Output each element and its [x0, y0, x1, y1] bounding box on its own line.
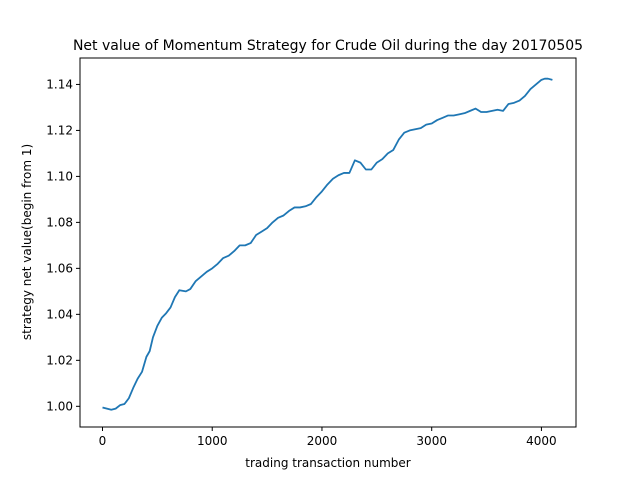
x-axis-label: trading transaction number [245, 456, 410, 470]
x-tick-label: 2000 [307, 434, 338, 448]
y-axis-label: strategy net value(begin from 1) [20, 144, 34, 340]
y-tick-label: 1.14 [46, 77, 73, 91]
series-line [102, 77, 553, 411]
y-tick-label: 1.12 [46, 123, 73, 137]
plot-frame [79, 57, 577, 428]
x-tick-label: 3000 [416, 434, 447, 448]
y-tick-label: 1.02 [46, 353, 73, 367]
x-tick-label: 4000 [526, 434, 557, 448]
chart-title: Net value of Momentum Strategy for Crude… [73, 38, 583, 54]
x-tick-label: 0 [99, 434, 107, 448]
x-axis: 0 1000 2000 3000 4000 [99, 427, 557, 448]
y-tick-label: 1.04 [46, 307, 73, 321]
y-tick-label: 1.10 [46, 169, 73, 183]
y-tick-label: 1.06 [46, 261, 73, 275]
y-axis: 1.00 1.02 1.04 1.06 1.08 1.10 1.12 1.14 [46, 77, 80, 413]
plot-area: 0 1000 2000 3000 4000 1.001.021.041.061.081.… [46, 57, 577, 448]
y-tick-label: 1.08 [46, 215, 73, 229]
x-tick-label: 1000 [197, 434, 228, 448]
y-tick-label: 1.00 [46, 399, 73, 413]
